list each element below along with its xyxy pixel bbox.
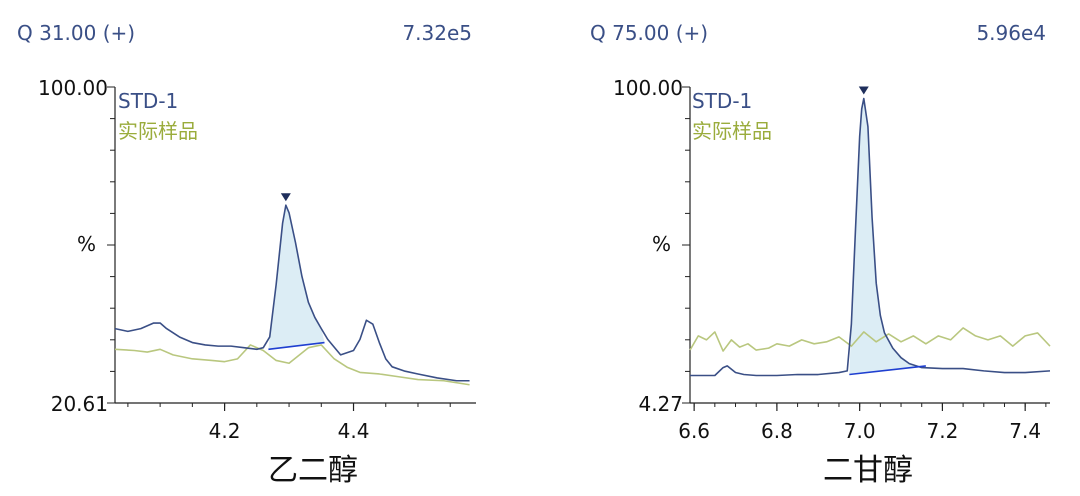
panel-2-x-tick-label: 7.2 [927,419,959,443]
panel-2-x-tick-label: 6.8 [761,419,793,443]
panel-1-header-left: Q 31.00 (+) [17,21,135,45]
panel-2-header-left: Q 75.00 (+) [590,21,708,45]
panel-1-peak-area [268,205,325,350]
panel-2-peak-baseline [849,365,926,376]
panel-2-legend-std: STD-1 [692,89,752,113]
panel-1-legend-std: STD-1 [118,89,178,113]
panel-ethylene-glycol: Q 31.00 (+) 7.32e5 100.00 % 20.61 STD-1 … [17,21,476,488]
panel-2-x-tick-label: 7.0 [844,419,876,443]
panel-2-x-tick-label: 6.6 [678,419,710,443]
panel-1-peak-apex-marker [280,193,291,202]
panel-2-series-sample-line [689,327,1051,352]
panel-2-legend-sample: 实际样品 [692,119,772,143]
panel-2-x-tick-label: 7.4 [1009,419,1041,443]
panel-2-ymin-label: 4.27 [638,392,683,416]
panel-1-ymin-label: 20.61 [51,392,108,416]
panel-2-percent-label: % [652,232,671,256]
panel-2-plot-area: 6.6 6.8 7.0 7.2 7.4 [678,86,1051,443]
panel-1-plot-area: 4.2 4.4 [107,86,476,443]
panel-diethylene-glycol: Q 75.00 (+) 5.96e4 100.00 % 4.27 STD-1 实… [590,21,1051,488]
panel-1-series-sample-line [114,344,470,386]
panel-1-peak-baseline [268,341,325,351]
panel-2-header-right: 5.96e4 [976,21,1046,45]
panel-2-ymax-label: 100.00 [613,76,683,100]
panel-1-series-std-line [114,204,470,382]
panel-1-ymax-label: 100.00 [38,76,108,100]
panel-1-percent-label: % [77,232,96,256]
panel-1-x-tick-label: 4.4 [338,419,370,443]
panel-1-legend-sample: 实际样品 [118,119,198,143]
panel-2-x-axis-title: 二甘醇 [823,453,913,488]
panel-1-header-right: 7.32e5 [402,21,472,45]
panel-2-peak-apex-marker [858,86,869,95]
panel-2-series-std-line [690,97,1051,377]
panel-2-peak-area [849,98,926,375]
panel-1-x-axis-title: 乙二醇 [268,453,358,488]
panel-1-x-tick-label: 4.2 [209,419,241,443]
